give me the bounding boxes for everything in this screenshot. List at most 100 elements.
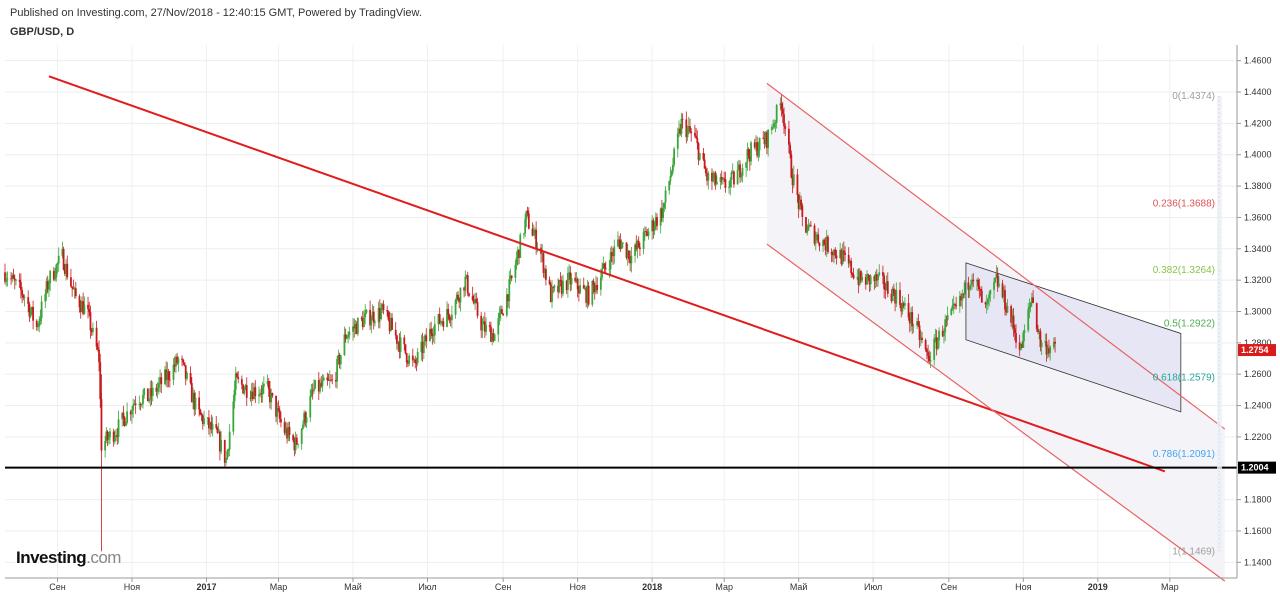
candle-body (217, 431, 220, 433)
candle-body (790, 154, 793, 178)
candle-body (134, 403, 137, 405)
candle-body (344, 334, 347, 339)
candle-body (441, 321, 444, 323)
candle-body (266, 381, 269, 384)
candle-body (132, 405, 135, 411)
candle-body (928, 355, 931, 362)
x-tick-label: 2019 (1088, 582, 1108, 592)
candle-body (70, 277, 72, 287)
candle-body (82, 301, 85, 315)
candle-body (946, 314, 949, 321)
candle-body (676, 133, 679, 149)
candle-body (294, 437, 297, 451)
candle-body (398, 341, 401, 352)
candle-body (99, 362, 102, 400)
candle-body (356, 318, 359, 335)
y-tick-label: 1.4000 (1244, 150, 1272, 160)
candle-body (603, 263, 606, 269)
candle-body (243, 389, 246, 394)
fib-label: 0(1.4374) (1172, 91, 1215, 102)
candle-body (49, 270, 52, 284)
candle-body (30, 306, 33, 312)
candle-body (363, 316, 365, 328)
candle-body (365, 309, 368, 313)
candle-body (32, 306, 34, 321)
candle-body (269, 388, 271, 403)
candle-body (1023, 330, 1026, 333)
candle-body (149, 388, 152, 400)
candle-body (574, 277, 577, 282)
candle-body (878, 272, 881, 275)
candle-body (104, 441, 107, 451)
candle-body (599, 277, 602, 290)
candle-body (438, 314, 441, 324)
candle-body (509, 275, 512, 280)
candle-body (934, 337, 937, 339)
candle-body (151, 387, 154, 396)
candle-body (968, 285, 971, 290)
candle-body (548, 279, 551, 285)
candle-body (696, 138, 699, 144)
candle-body (109, 431, 111, 438)
candle-body (322, 377, 325, 381)
candle-body (798, 199, 801, 209)
candle-body (757, 150, 760, 156)
candle-body (168, 379, 171, 381)
candle-body (698, 152, 701, 160)
candle-body (122, 412, 125, 418)
candle-body (532, 233, 535, 236)
candle-body (651, 220, 654, 232)
candle-body (228, 431, 231, 450)
candle-body (116, 435, 119, 438)
candle-body (391, 317, 393, 330)
candle-body (172, 364, 175, 380)
candle-body (560, 280, 563, 294)
candle-body (468, 293, 470, 296)
candle-body (569, 272, 572, 285)
candle-body (1040, 342, 1043, 348)
candle-body (57, 255, 60, 264)
candle-body (96, 346, 99, 350)
candle-body (1038, 331, 1041, 333)
candle-body (723, 178, 726, 180)
candle-body (1046, 348, 1049, 355)
y-tick-label: 1.3600 (1244, 212, 1272, 222)
candle-body (636, 240, 639, 250)
candle-body (1011, 315, 1014, 323)
y-tick-label: 1.3800 (1244, 181, 1272, 191)
candle-body (961, 293, 964, 301)
candle-body (823, 240, 826, 245)
candle-body (131, 410, 133, 415)
candle-body (253, 387, 255, 400)
candle-body (910, 312, 912, 324)
candle-body (895, 290, 898, 304)
candle-body (689, 126, 691, 132)
candle-body (626, 250, 629, 258)
candle-body (250, 391, 253, 399)
candle-body (514, 264, 517, 278)
candle-body (587, 285, 590, 305)
candle-body (591, 280, 594, 305)
candle-body (37, 326, 39, 328)
candle-body (740, 175, 743, 178)
candle-body (697, 143, 700, 160)
candle-body (18, 279, 21, 282)
candle-body (225, 459, 227, 463)
candle-body (19, 281, 22, 290)
candle-body (720, 177, 723, 180)
candle-body (157, 382, 160, 388)
candle-body (686, 128, 689, 138)
candle-body (737, 164, 740, 170)
candle-body (525, 210, 528, 220)
candle-body (220, 440, 223, 452)
candle-body (45, 281, 48, 294)
y-tick-label: 1.2800 (1244, 338, 1272, 348)
x-tick-label: Июл (418, 582, 436, 592)
candle-body (834, 249, 837, 256)
candle-body (407, 362, 409, 364)
candle-body (326, 377, 329, 381)
candle-body (300, 428, 303, 444)
candle-body (404, 344, 407, 354)
channel-lower-line (766, 243, 1226, 582)
